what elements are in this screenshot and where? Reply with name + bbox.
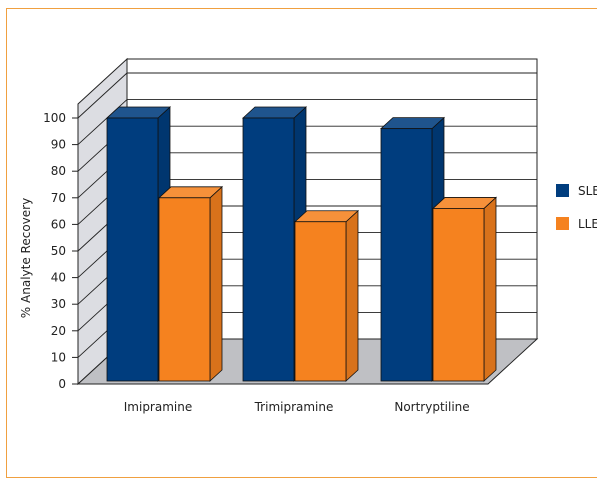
legend-label: SLE [578, 184, 597, 198]
y-tick-label: 70 [51, 191, 66, 205]
x-category-label: Trimipramine [254, 400, 334, 414]
y-tick-label: 0 [58, 377, 66, 391]
y-axis-label: % Analyte Recovery [19, 198, 33, 318]
bar-side [209, 185, 223, 382]
y-tick-label: 90 [51, 138, 66, 152]
x-axis-categories: Imipramine Trimipramine Nortryptiline [124, 400, 470, 414]
bar-chart: 0 10 20 30 40 50 60 70 80 90 100 Imipramine Trimipr… [19, 57, 597, 414]
y-tick-label: 60 [51, 217, 66, 231]
y-tick-label: 10 [51, 350, 66, 364]
bar-lle-trimipramine [293, 209, 360, 382]
bar-lle-nortryptiline [431, 196, 498, 382]
bars [105, 106, 498, 382]
y-axis-ticks: 0 10 20 30 40 50 60 70 80 90 100 [43, 111, 78, 391]
gridline [77, 72, 537, 119]
legend-swatch [556, 217, 569, 230]
bar-front [294, 221, 347, 382]
bar-front [158, 197, 211, 382]
bar-lle-imipramine [157, 185, 224, 382]
gridline [77, 99, 537, 145]
bar-front [432, 208, 485, 382]
bar-front [380, 128, 433, 382]
legend-label: LLE [578, 217, 597, 231]
y-tick-label: 50 [51, 244, 66, 258]
legend-swatch [556, 184, 569, 197]
y-tick-label: 80 [51, 164, 66, 178]
y-tick-label: 20 [51, 324, 66, 338]
bar-front [242, 117, 295, 382]
bar-front [106, 117, 159, 382]
legend: SLE LLE [556, 184, 597, 231]
y-tick-label: 40 [51, 271, 66, 285]
y-tick-label: 100 [43, 111, 66, 125]
bar-side [345, 209, 359, 382]
x-category-label: Imipramine [124, 400, 192, 414]
bar-side [483, 196, 497, 382]
y-tick-label: 30 [51, 297, 66, 311]
x-category-label: Nortryptiline [394, 400, 469, 414]
